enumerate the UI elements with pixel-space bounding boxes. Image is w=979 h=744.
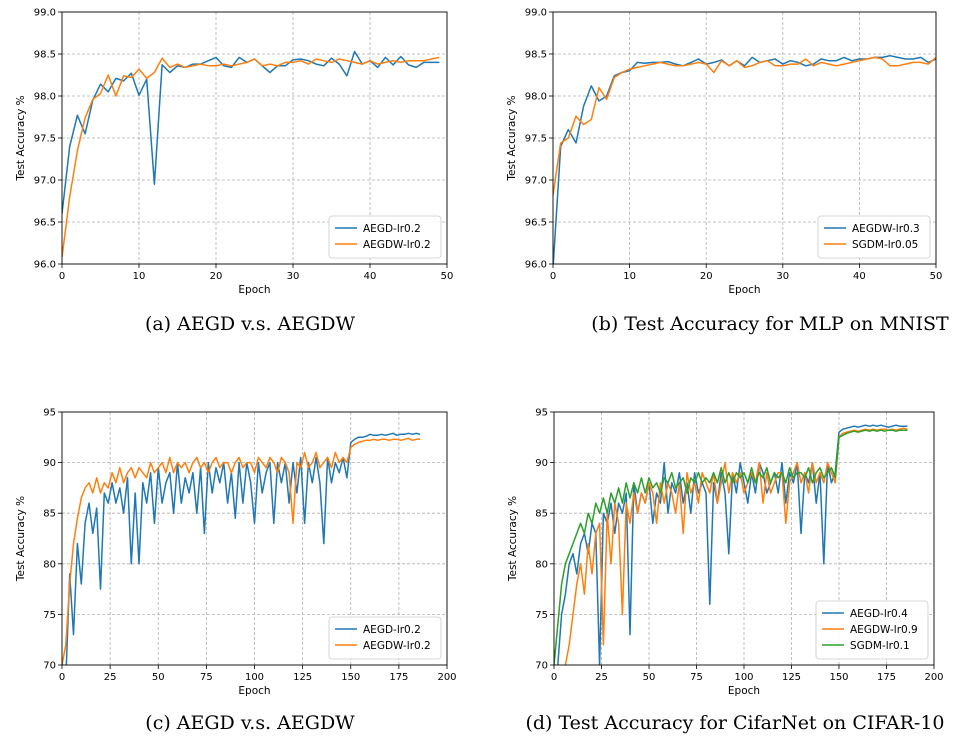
series-line-AEGD-lr0.2 xyxy=(62,50,440,214)
x-tick-label: 175 xyxy=(877,672,896,683)
x-tick-label: 25 xyxy=(104,672,117,683)
x-tick-label: 10 xyxy=(133,271,146,282)
chart-3: 0 25 50 75 100 125 150 175 200 70 75 80 85 90 95 Epoch T… xyxy=(507,408,944,698)
y-axis-label: Test Accuracy % xyxy=(15,496,27,582)
x-tick-label: 150 xyxy=(829,672,848,683)
y-tick-label: 98.0 xyxy=(525,92,547,103)
x-tick-label: 20 xyxy=(700,271,713,282)
x-tick-label: 100 xyxy=(245,672,264,683)
y-tick-label: 99.0 xyxy=(34,8,56,19)
y-axis-label: Test Accuracy % xyxy=(507,496,519,582)
x-tick-label: 30 xyxy=(287,271,300,282)
x-tick-label: 150 xyxy=(341,672,360,683)
x-tick-label: 30 xyxy=(776,271,789,282)
y-tick-label: 85 xyxy=(535,509,548,520)
y-axis-label: Test Accuracy % xyxy=(15,95,27,181)
x-tick-label: 0 xyxy=(551,672,557,683)
y-tick-label: 80 xyxy=(43,559,56,570)
x-tick-label: 50 xyxy=(930,271,943,282)
legend-label: AEGDW-lr0.9 xyxy=(850,624,918,636)
y-tick-label: 97.5 xyxy=(34,134,56,145)
x-tick-label: 50 xyxy=(643,672,656,683)
chart-2: 0 25 50 75 100 125 150 175 200 70 75 80 85 90 95 Epoch T… xyxy=(15,408,457,698)
y-tick-label: 80 xyxy=(535,559,548,570)
legend-box xyxy=(817,215,931,259)
x-tick-label: 20 xyxy=(210,271,223,282)
legend-box xyxy=(328,215,442,259)
plot-frame xyxy=(553,411,935,666)
x-tick-label: 200 xyxy=(924,672,943,683)
series-line-AEGDW-lr0.2 xyxy=(62,56,440,258)
y-tick-label: 70 xyxy=(535,661,548,672)
legend-box xyxy=(328,616,442,660)
y-tick-label: 95 xyxy=(535,408,548,419)
plot-frame xyxy=(61,11,448,265)
caption-a: (a) AEGD v.s. AEGDW xyxy=(144,313,356,335)
y-tick-label: 96.0 xyxy=(34,260,56,271)
x-tick-label: 0 xyxy=(550,271,556,282)
x-tick-label: 175 xyxy=(389,672,408,683)
x-axis-label: Epoch xyxy=(238,685,270,697)
y-tick-label: 96.5 xyxy=(34,218,56,229)
y-tick-label: 75 xyxy=(535,610,548,621)
series-line-SGDM-lr0.05 xyxy=(553,56,936,196)
y-tick-label: 95 xyxy=(43,408,56,419)
series-line-AEGDW-lr0.2 xyxy=(62,437,421,665)
x-tick-label: 0 xyxy=(59,672,65,683)
y-tick-label: 97.5 xyxy=(525,134,547,145)
x-tick-label: 0 xyxy=(59,271,65,282)
y-tick-label: 90 xyxy=(43,458,56,469)
y-axis-label: Test Accuracy % xyxy=(506,95,518,181)
x-tick-label: 200 xyxy=(437,672,456,683)
y-tick-label: 98.5 xyxy=(34,50,56,61)
plot-frame xyxy=(552,11,937,265)
y-tick-label: 97.0 xyxy=(34,176,56,187)
x-axis-label: Epoch xyxy=(728,685,760,697)
legend-label: AEGD-lr0.2 xyxy=(363,223,421,235)
caption-b: (b) Test Accuracy for MLP on MNIST xyxy=(591,313,949,335)
plot-frame xyxy=(61,411,448,666)
y-tick-label: 98.0 xyxy=(34,92,56,103)
y-tick-label: 97.0 xyxy=(525,176,547,187)
legend-label: AEGDW-lr0.2 xyxy=(363,239,431,251)
chart-0: 0 10 20 30 40 50 96.0 96.5 97.0 97.5 98.0 98.5 99.0 E… xyxy=(15,8,453,297)
caption-c: (c) AEGD v.s. AEGDW xyxy=(145,712,355,734)
legend-label: AEGDW-lr0.2 xyxy=(363,640,431,652)
y-tick-label: 75 xyxy=(43,610,56,621)
legend-label: AEGD-lr0.4 xyxy=(850,608,908,620)
x-axis-label: Epoch xyxy=(238,284,270,296)
y-tick-label: 98.5 xyxy=(525,50,547,61)
x-tick-label: 10 xyxy=(623,271,636,282)
y-tick-label: 85 xyxy=(43,509,56,520)
x-tick-label: 100 xyxy=(734,672,753,683)
x-axis-label: Epoch xyxy=(728,284,760,296)
x-tick-label: 125 xyxy=(293,672,312,683)
y-tick-label: 96.0 xyxy=(525,260,547,271)
legend-label: AEGDW-lr0.3 xyxy=(852,223,920,235)
caption-d: (d) Test Accuracy for CifarNet on CIFAR-… xyxy=(525,712,945,734)
y-tick-label: 96.5 xyxy=(525,218,547,229)
x-tick-label: 50 xyxy=(441,271,454,282)
chart-1: 0 10 20 30 40 50 96.0 96.5 97.0 97.5 98.0 98.5 99.0 E… xyxy=(506,8,942,297)
x-tick-label: 75 xyxy=(690,672,703,683)
y-tick-label: 90 xyxy=(535,458,548,469)
series-line-AEGDW-lr0.9 xyxy=(564,427,908,665)
y-tick-label: 70 xyxy=(43,661,56,672)
series-line-AEGD-lr0.2 xyxy=(62,432,421,665)
x-tick-label: 40 xyxy=(364,271,377,282)
y-tick-label: 99.0 xyxy=(525,8,547,19)
legend-label: SGDM-lr0.1 xyxy=(850,640,910,652)
x-tick-label: 125 xyxy=(782,672,801,683)
series-line-AEGD-lr0.4 xyxy=(557,424,908,665)
series-line-SGDM-lr0.1 xyxy=(554,429,908,665)
x-tick-label: 25 xyxy=(595,672,608,683)
x-tick-label: 75 xyxy=(200,672,213,683)
x-tick-label: 50 xyxy=(152,672,165,683)
legend-label: AEGD-lr0.2 xyxy=(363,624,421,636)
legend-label: SGDM-lr0.05 xyxy=(852,239,918,251)
x-tick-label: 40 xyxy=(853,271,866,282)
